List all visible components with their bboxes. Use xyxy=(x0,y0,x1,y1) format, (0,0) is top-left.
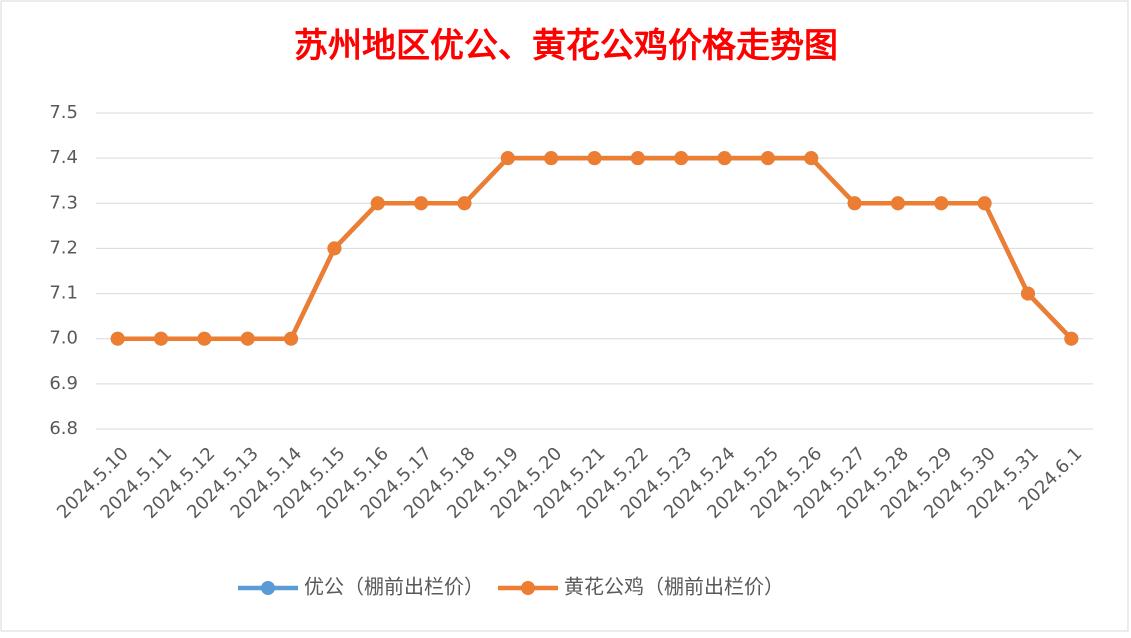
data-point xyxy=(1064,331,1079,346)
data-point xyxy=(414,196,429,211)
data-point xyxy=(457,196,472,211)
data-point xyxy=(890,196,905,211)
y-tick-label: 6.8 xyxy=(49,418,78,439)
data-point xyxy=(110,331,125,346)
y-tick-label: 7.5 xyxy=(49,102,78,123)
data-point xyxy=(934,196,949,211)
y-tick-label: 7.0 xyxy=(49,328,78,349)
data-point xyxy=(760,151,775,166)
y-tick-label: 6.9 xyxy=(49,373,78,394)
y-tick-label: 7.2 xyxy=(49,237,78,258)
data-point xyxy=(630,151,645,166)
legend-label: 优公（棚前出栏价） xyxy=(304,575,484,599)
data-point xyxy=(717,151,732,166)
legend-label: 黄花公鸡（棚前出栏价） xyxy=(564,575,784,599)
data-point xyxy=(587,151,602,166)
data-point xyxy=(977,196,992,211)
y-tick-label: 7.3 xyxy=(49,192,78,213)
data-point xyxy=(154,331,169,346)
data-point xyxy=(500,151,515,166)
legend-marker xyxy=(521,581,535,595)
data-point xyxy=(284,331,299,346)
data-point xyxy=(197,331,212,346)
data-point xyxy=(327,241,342,256)
data-point xyxy=(804,151,819,166)
data-point xyxy=(370,196,385,211)
data-point xyxy=(544,151,559,166)
data-point xyxy=(240,331,255,346)
y-tick-label: 7.1 xyxy=(49,283,78,304)
data-point xyxy=(847,196,862,211)
y-tick-label: 7.4 xyxy=(49,147,78,168)
legend-marker xyxy=(261,581,275,595)
data-point xyxy=(1020,286,1035,301)
chart-title: 苏州地区优公、黄花公鸡价格走势图 xyxy=(294,26,838,66)
data-point xyxy=(674,151,689,166)
